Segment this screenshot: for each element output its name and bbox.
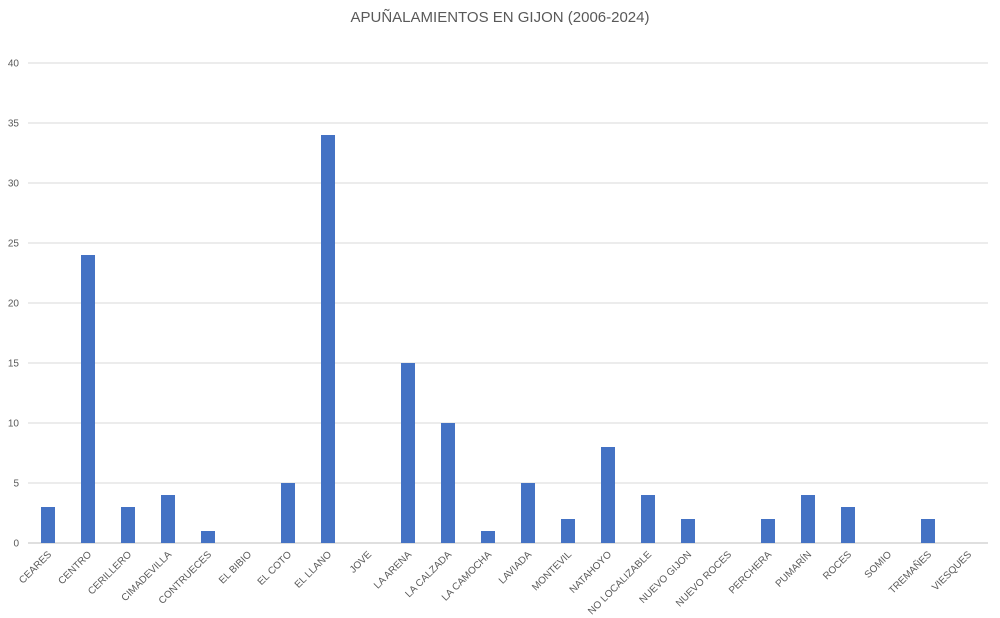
x-tick-label: TREMAÑES	[886, 548, 935, 597]
x-tick-label: EL BIBIO	[217, 549, 254, 586]
x-tick-label: CENTRO	[56, 549, 94, 587]
bar	[321, 135, 335, 543]
bar	[441, 423, 455, 543]
bar	[201, 531, 215, 543]
x-tick-label: SOMIO	[863, 549, 895, 581]
bar	[81, 255, 95, 543]
bar	[601, 447, 615, 543]
bar	[841, 507, 855, 543]
x-tick-label: PUMARÍN	[772, 548, 814, 590]
x-tick-label: EL COTO	[256, 549, 295, 588]
y-tick-label: 25	[8, 239, 20, 250]
bar	[921, 519, 935, 543]
y-tick-label: 30	[8, 179, 20, 190]
chart-title: APUÑALAMIENTOS EN GIJON (2006-2024)	[350, 9, 650, 26]
bar	[521, 483, 535, 543]
y-tick-label: 0	[13, 539, 19, 550]
y-tick-label: 20	[8, 299, 20, 310]
x-tick-label: VIESQUES	[930, 549, 974, 593]
bar	[401, 363, 415, 543]
y-tick-label: 15	[8, 359, 20, 370]
bar	[281, 483, 295, 543]
x-tick-label: LA ARENA	[372, 549, 414, 591]
bar	[761, 519, 775, 543]
x-tick-label: LAVIADA	[497, 549, 534, 586]
x-tick-label: EL LLANO	[293, 549, 334, 590]
bar	[121, 507, 135, 543]
bar	[801, 495, 815, 543]
x-tick-label: ROCES	[821, 549, 854, 582]
y-tick-label: 10	[8, 419, 20, 430]
bar	[561, 519, 575, 543]
y-tick-label: 40	[8, 59, 20, 70]
bar	[161, 495, 175, 543]
y-tick-label: 35	[8, 119, 20, 130]
x-tick-label: JOVE	[348, 549, 374, 575]
bar	[641, 495, 655, 543]
bar	[481, 531, 495, 543]
x-tick-label: PERCHERA	[727, 549, 774, 596]
bar	[41, 507, 55, 543]
y-tick-label: 5	[13, 479, 19, 490]
x-tick-label: CEARES	[17, 549, 54, 586]
bar	[681, 519, 695, 543]
